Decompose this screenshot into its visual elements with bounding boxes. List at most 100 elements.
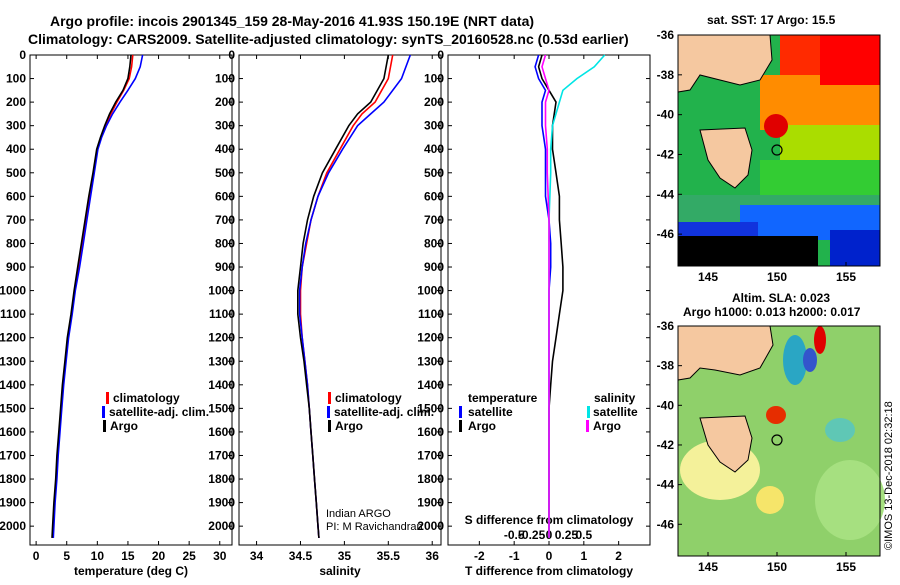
legend-label-satellite: satellite-adj. clim. bbox=[109, 405, 209, 419]
lat-tick-label: -44 bbox=[657, 187, 675, 201]
y-tick-label: 300 bbox=[6, 119, 26, 133]
legend-swatch-sal-argo bbox=[586, 420, 589, 432]
lon-tick-label: 150 bbox=[767, 560, 787, 574]
y-tick-label: 1300 bbox=[0, 354, 26, 368]
lat-tick-label: -42 bbox=[657, 147, 675, 161]
x-tick-label: 20 bbox=[152, 549, 166, 563]
sla-lon-ticks: 145 150 155 bbox=[698, 552, 856, 574]
legend-swatch-climatology bbox=[106, 392, 109, 404]
s-tick-label: 0.5 bbox=[575, 528, 592, 542]
y-tick-label: 800 bbox=[424, 236, 444, 250]
y-tick-label: 1100 bbox=[418, 307, 444, 321]
lon-tick-label: 155 bbox=[836, 560, 856, 574]
y-tick-label: 1200 bbox=[0, 331, 26, 345]
legend-label-sal-argo: Argo bbox=[593, 419, 621, 433]
series-line bbox=[51, 54, 132, 538]
sla-lat-ticks: -36 -38 -40 -42 -44 -46 bbox=[657, 319, 682, 531]
plot-frame bbox=[238, 54, 442, 546]
lat-tick-label: -40 bbox=[657, 398, 675, 412]
legend-label-climatology: climatology bbox=[113, 391, 180, 405]
lon-tick-label: 150 bbox=[767, 270, 787, 284]
x-axis-label: salinity bbox=[319, 564, 361, 578]
s-tick-label: 0.25 bbox=[555, 528, 579, 542]
y-tick-label: 1400 bbox=[417, 378, 444, 392]
x-tick-label: 35 bbox=[338, 549, 352, 563]
diff-legend: temperature satellite Argo salinity sate… bbox=[459, 391, 638, 433]
y-tick-label: 400 bbox=[424, 142, 444, 156]
y-tick-label: 0 bbox=[437, 48, 444, 62]
lon-tick-label: 155 bbox=[836, 270, 856, 284]
lat-tick-label: -46 bbox=[657, 517, 675, 531]
y-tick-label: 900 bbox=[215, 260, 235, 274]
y-tick-label: 100 bbox=[215, 72, 235, 86]
x-tick-label: 36 bbox=[426, 549, 440, 563]
temp-legend: climatology satellite-adj. clim. Argo bbox=[102, 391, 209, 433]
sst-map-title: sat. SST: 17 Argo: 15.5 bbox=[707, 13, 836, 27]
legend-swatch-argo bbox=[103, 420, 106, 432]
y-tick-label: 1900 bbox=[0, 496, 26, 510]
y-tick-label: 1500 bbox=[417, 401, 444, 415]
y-tick-label: 900 bbox=[6, 260, 26, 274]
legend-swatch-sal-satellite bbox=[587, 406, 590, 418]
x-tick-label: 15 bbox=[121, 549, 135, 563]
y-tick-label: 1500 bbox=[0, 401, 26, 415]
y-tick-label: 1700 bbox=[0, 448, 26, 462]
legend-label-argo: Argo bbox=[335, 419, 363, 433]
y-tick-label: 500 bbox=[6, 166, 26, 180]
sla-map-title-2: Argo h1000: 0.013 h2000: 0.017 bbox=[683, 305, 861, 319]
y-tick-label: 1300 bbox=[417, 354, 444, 368]
y-tick-label: 600 bbox=[215, 189, 235, 203]
y-tick-label: 1400 bbox=[0, 378, 26, 392]
x-tick-label: 10 bbox=[91, 549, 105, 563]
legend-label-satellite: satellite-adj. clim. bbox=[334, 405, 434, 419]
legend-label-temp-argo: Argo bbox=[468, 419, 496, 433]
x-tick-label: 5 bbox=[63, 549, 70, 563]
legend-swatch-temp-satellite bbox=[459, 406, 462, 418]
lat-tick-label: -36 bbox=[657, 319, 675, 333]
title-line1: Argo profile: incois 2901345_159 28-May-… bbox=[50, 13, 534, 29]
x-axis-label: temperature (deg C) bbox=[74, 564, 188, 578]
sal-legend: climatology satellite-adj. clim. Argo bbox=[327, 391, 434, 433]
y-tick-label: 500 bbox=[424, 166, 444, 180]
y-tick-label: 1900 bbox=[417, 496, 444, 510]
lat-tick-label: -42 bbox=[657, 438, 675, 452]
y-tick-label: 1000 bbox=[208, 284, 235, 298]
sst-lon-ticks: 145 150 155 bbox=[698, 262, 856, 284]
y-tick-label: 2000 bbox=[0, 519, 26, 533]
y-tick-label: 1300 bbox=[208, 354, 235, 368]
y-tick-label: 1000 bbox=[0, 284, 26, 298]
y-tick-label: 1400 bbox=[208, 378, 235, 392]
y-tick-label: 1700 bbox=[417, 448, 444, 462]
y-tick-label: 1200 bbox=[417, 331, 444, 345]
x-tick-label: 25 bbox=[182, 549, 196, 563]
series-line bbox=[541, 54, 550, 538]
y-tick-label: 200 bbox=[424, 95, 444, 109]
y-tick-label: 300 bbox=[424, 119, 444, 133]
legend-label-climatology: climatology bbox=[335, 391, 402, 405]
salinity-panel: 0100200300400500600700800900100011001200… bbox=[208, 48, 442, 578]
legend-label-sal-satellite: satellite bbox=[593, 405, 638, 419]
sst-lat-ticks: -36 -38 -40 -42 -44 -46 bbox=[657, 28, 682, 241]
y-tick-label: 1500 bbox=[208, 401, 235, 415]
y-tick-label: 1800 bbox=[208, 472, 235, 486]
x-tick-label: 34 bbox=[250, 549, 264, 563]
legend-swatch-argo bbox=[328, 420, 331, 432]
legend-heading-salinity: salinity bbox=[594, 391, 636, 405]
lat-tick-label: -38 bbox=[657, 68, 675, 82]
x-tick-label: 2 bbox=[615, 549, 622, 563]
y-tick-label: 1900 bbox=[208, 496, 235, 510]
y-tick-label: 2000 bbox=[208, 519, 235, 533]
x-tick-label: -1 bbox=[509, 549, 520, 563]
y-tick-label: 800 bbox=[6, 236, 26, 250]
y-tick-label: 500 bbox=[215, 166, 235, 180]
temperature-panel: 0100200300400500600700800900100011001200… bbox=[0, 48, 233, 578]
y-tick-label: 1600 bbox=[417, 425, 444, 439]
y-tick-label: 400 bbox=[6, 142, 26, 156]
y-tick-label: 900 bbox=[424, 260, 444, 274]
y-tick-label: 0 bbox=[228, 48, 235, 62]
lat-tick-label: -46 bbox=[657, 227, 675, 241]
x-tick-label: 0 bbox=[546, 549, 553, 563]
sst-map: sat. SST: 17 Argo: 15.5 -36-38-40-42-44-… bbox=[657, 13, 881, 284]
credit-text: Indian ARGO bbox=[326, 508, 391, 520]
